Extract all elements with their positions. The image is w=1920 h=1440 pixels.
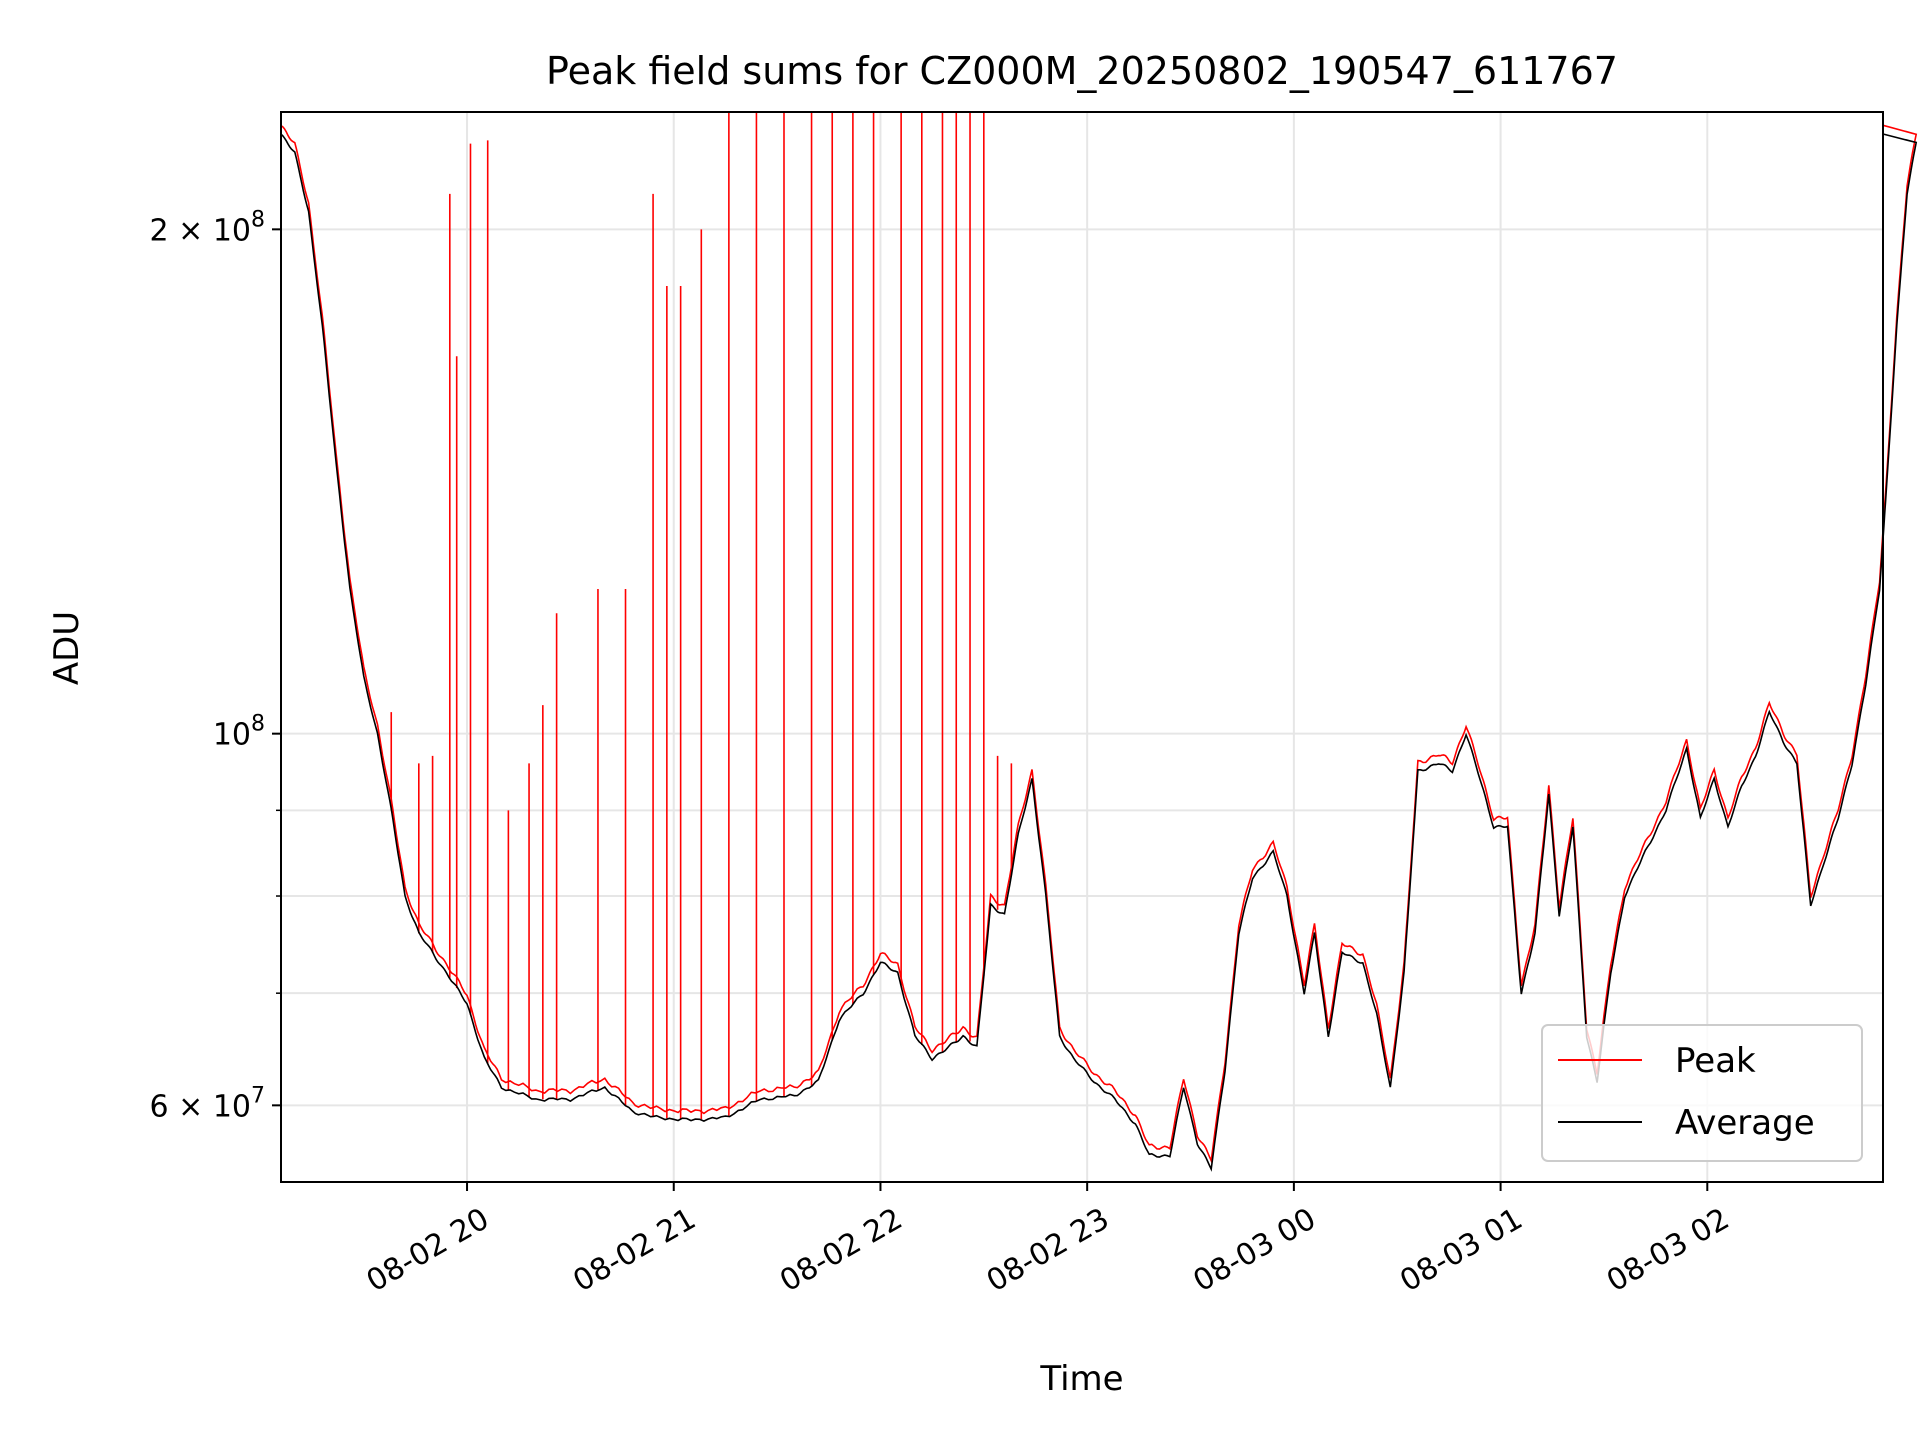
- y-tick-label: 2 × 108: [150, 207, 265, 248]
- x-axis-label: Time: [1039, 1359, 1123, 1399]
- x-tick-label: 08-02 21: [567, 1201, 701, 1299]
- x-tick-label: 08-02 22: [774, 1201, 908, 1299]
- plot-frame: [280, 111, 1884, 1183]
- x-tick-label: 08-03 02: [1601, 1201, 1735, 1299]
- line-average: [280, 133, 1918, 1172]
- x-tick-label: 08-03 00: [1188, 1201, 1322, 1299]
- grid: [281, 112, 1883, 1182]
- y-axis: 6 × 107 108 2 × 108: [150, 207, 281, 1124]
- x-tick-label: 08-02 20: [361, 1201, 495, 1299]
- line-peak: [280, 124, 1918, 1164]
- y-axis-label: ADU: [47, 611, 87, 685]
- legend-label-average: Average: [1675, 1103, 1815, 1143]
- chart-title: Peak field sums for CZ000M_20250802_1905…: [546, 49, 1618, 93]
- x-axis: 08-02 20 08-02 21 08-02 22 08-02 23 08-03 00…: [361, 1182, 1735, 1299]
- x-tick-label: 08-02 23: [981, 1201, 1115, 1299]
- y-tick-label: 6 × 107: [150, 1083, 265, 1124]
- y-tick-label: 108: [213, 712, 265, 753]
- legend-label-peak: Peak: [1675, 1041, 1756, 1081]
- plot-area: [280, 112, 1918, 1172]
- x-tick-label: 08-03 01: [1394, 1201, 1528, 1299]
- legend: Peak Average: [1541, 1024, 1863, 1162]
